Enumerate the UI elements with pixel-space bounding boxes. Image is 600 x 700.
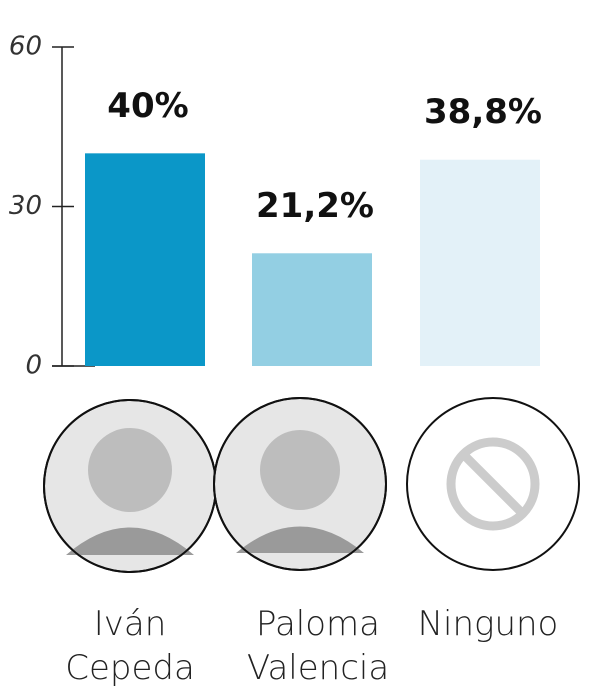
none-icon — [461, 452, 525, 516]
value-label: 21,2% — [256, 186, 374, 226]
category-label: Ninguno — [417, 604, 559, 644]
none-icon — [446, 437, 540, 531]
photos — [43, 397, 580, 573]
value-label: 38,8% — [424, 92, 542, 132]
portrait — [260, 430, 340, 510]
portrait — [66, 527, 194, 555]
y-tick-label: 30 — [9, 191, 42, 221]
photo-frame — [213, 397, 387, 571]
category-label: Iván Cepeda — [65, 604, 195, 688]
portrait — [88, 428, 172, 512]
bar — [420, 159, 540, 366]
bar — [252, 253, 372, 366]
category-label: Paloma Valencia — [246, 604, 390, 688]
bar — [85, 153, 205, 366]
value-label: 40% — [107, 86, 188, 126]
y-tick-label: 0 — [25, 351, 42, 381]
portrait — [236, 526, 364, 553]
y-tick-label: 60 — [9, 32, 42, 62]
